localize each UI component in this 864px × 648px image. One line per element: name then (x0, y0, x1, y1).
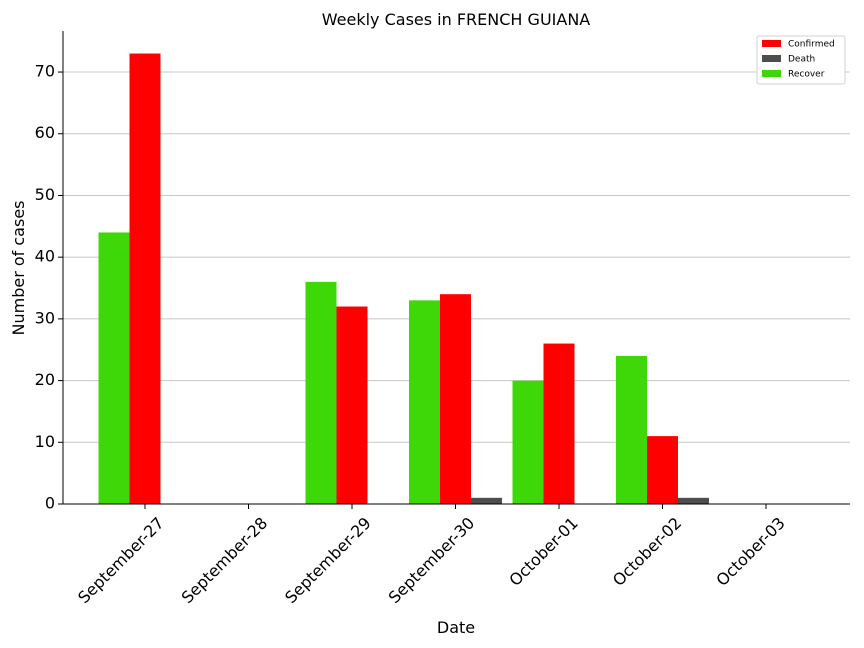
legend-swatch-confirmed (762, 40, 781, 47)
x-tick-label: September-29 (281, 513, 375, 607)
legend-label-death: Death (788, 55, 815, 65)
x-tick-label: October-02 (609, 513, 685, 589)
x-tick-label: October-01 (505, 513, 581, 589)
y-tick-label: 0 (45, 494, 55, 513)
y-tick-label: 70 (35, 62, 55, 81)
y-tick-label: 50 (35, 185, 55, 204)
bar-confirmed (647, 436, 678, 504)
y-tick-label: 30 (35, 308, 55, 327)
x-tick-label: September-30 (385, 513, 479, 607)
legend-label-confirmed: Confirmed (788, 40, 835, 50)
y-tick-label: 10 (35, 432, 55, 451)
legend: Confirmed Death Recover (756, 35, 846, 85)
bar-confirmed (440, 294, 471, 504)
bar-recover (512, 380, 544, 504)
legend-swatch-recover (762, 70, 781, 77)
bar-death (678, 497, 709, 504)
y-tick-label: 20 (35, 370, 55, 389)
x-tick-label: September-27 (74, 513, 168, 607)
bar-confirmed (129, 53, 161, 505)
bars (98, 53, 709, 505)
chart-title: Weekly Cases in FRENCH GUIANA (322, 10, 591, 29)
bar-recover (98, 232, 130, 504)
y-axis-label: Number of cases (9, 201, 28, 336)
x-axis-label: Date (437, 618, 475, 637)
bar-recover (305, 281, 337, 504)
y-tick-label: 60 (35, 123, 55, 142)
legend-label-recover: Recover (788, 70, 825, 80)
legend-swatch-death (762, 55, 781, 62)
x-tick-label: October-03 (712, 513, 788, 589)
bar-confirmed (336, 306, 368, 504)
bar-confirmed (543, 343, 575, 504)
bar-recover (616, 355, 647, 504)
bar-recover (409, 300, 440, 504)
x-tick-label: September-28 (178, 513, 272, 607)
y-tick-label: 40 (35, 247, 55, 266)
bar-death (471, 497, 502, 504)
